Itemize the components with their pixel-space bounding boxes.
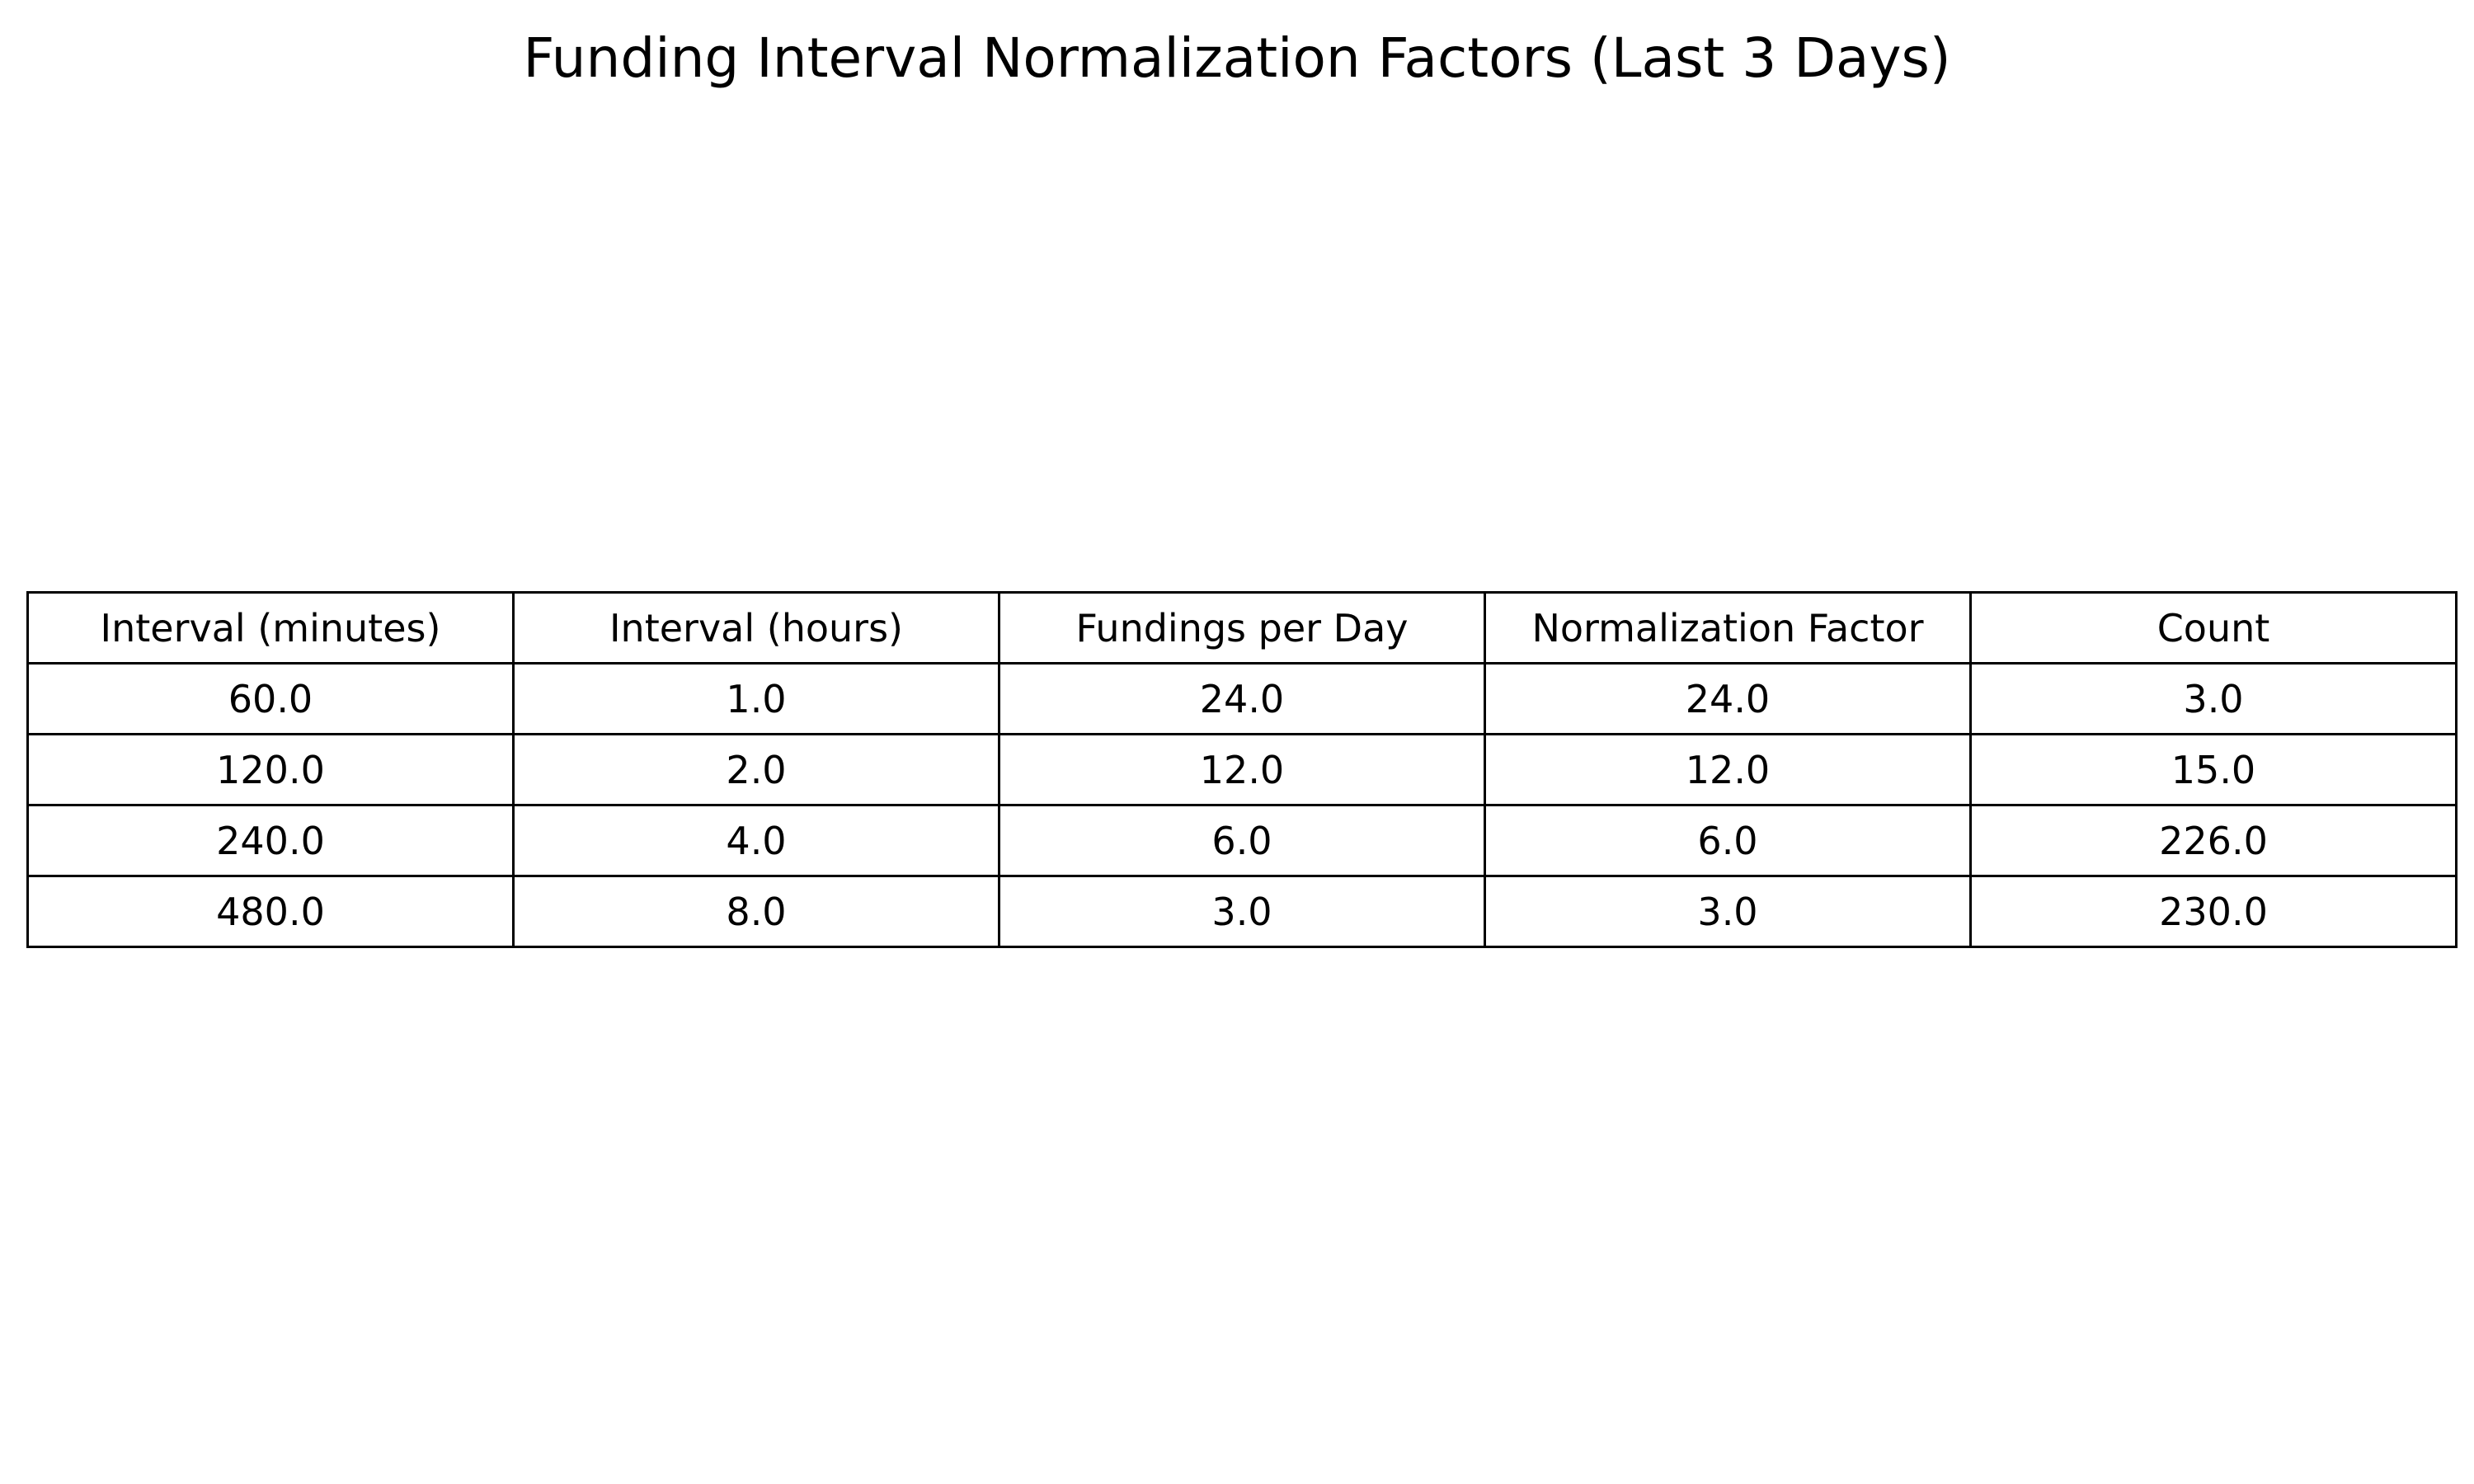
chart-title: Funding Interval Normalization Factors (… [523,26,1951,90]
table-container: Interval (minutes) Interval (hours) Fund… [26,591,2458,948]
data-table: Interval (minutes) Interval (hours) Fund… [26,591,2458,948]
table-cell: 12.0 [998,733,1486,806]
header-row: Interval (minutes) Interval (hours) Fund… [26,591,2458,665]
table-cell: 480.0 [26,875,515,948]
table-cell: 8.0 [512,875,1000,948]
table-row: 60.0 1.0 24.0 24.0 3.0 [26,662,2458,735]
table-row: 120.0 2.0 12.0 12.0 15.0 [26,733,2458,806]
column-header-count: Count [1969,591,2458,665]
column-header-interval-hours: Interval (hours) [512,591,1000,665]
table-cell: 4.0 [512,804,1000,877]
table-cell: 2.0 [512,733,1000,806]
table-cell: 24.0 [998,662,1486,735]
table-cell: 3.0 [1969,662,2458,735]
table-cell: 230.0 [1969,875,2458,948]
table-cell: 24.0 [1484,662,1972,735]
table-cell: 15.0 [1969,733,2458,806]
table-cell: 1.0 [512,662,1000,735]
table-cell: 12.0 [1484,733,1972,806]
table-header: Interval (minutes) Interval (hours) Fund… [26,591,2458,665]
table-cell: 240.0 [26,804,515,877]
table-cell: 3.0 [998,875,1486,948]
table-cell: 226.0 [1969,804,2458,877]
table-cell: 120.0 [26,733,515,806]
table-cell: 3.0 [1484,875,1972,948]
table-cell: 60.0 [26,662,515,735]
table-cell: 6.0 [998,804,1486,877]
column-header-fundings-per-day: Fundings per Day [998,591,1486,665]
table-cell: 6.0 [1484,804,1972,877]
column-header-interval-minutes: Interval (minutes) [26,591,515,665]
table-row: 240.0 4.0 6.0 6.0 226.0 [26,804,2458,877]
column-header-normalization-factor: Normalization Factor [1484,591,1972,665]
table-row: 480.0 8.0 3.0 3.0 230.0 [26,875,2458,948]
table-body: 60.0 1.0 24.0 24.0 3.0 120.0 2.0 12.0 12… [26,662,2458,948]
